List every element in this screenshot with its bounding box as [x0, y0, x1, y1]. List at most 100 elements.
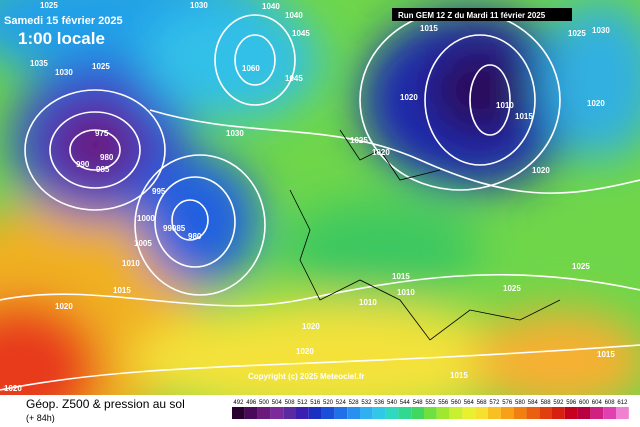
- colorbar-swatch: [590, 407, 604, 419]
- colorbar-label: 604: [592, 400, 603, 406]
- colorbar-label: 572: [489, 400, 500, 406]
- colorbar-swatch: [283, 407, 296, 419]
- colorbar-label: 544: [400, 400, 411, 406]
- colorbar-label: 504: [272, 400, 283, 406]
- isobar-label: 1025: [568, 29, 586, 38]
- colorbar-label: 608: [605, 400, 616, 406]
- isobar-label: 1025: [40, 1, 58, 10]
- colorbar-swatch: [360, 407, 373, 419]
- colorbar-label: 576: [502, 400, 513, 406]
- isobar-label: 1020: [4, 384, 22, 393]
- isobar-label: 1025: [92, 62, 110, 71]
- colorbar-swatch: [270, 407, 284, 419]
- colorbar-swatch: [577, 407, 591, 419]
- isobar-label: 980: [100, 153, 114, 162]
- colorbar-swatch: [257, 407, 271, 419]
- colorbar-swatch: [526, 407, 540, 419]
- colorbar-swatch: [232, 407, 245, 419]
- colorbar-swatch: [449, 407, 463, 419]
- isobar-label: 1020: [532, 166, 550, 175]
- isobar-label: 980: [188, 232, 202, 241]
- footer-title: Géop. Z500 & pression au sol: [26, 397, 185, 411]
- isobar-label: 1015: [113, 286, 131, 295]
- isobar-label: 1015: [420, 24, 438, 33]
- colorbar-label: 532: [361, 400, 372, 406]
- colorbar-swatch: [462, 407, 476, 419]
- run-box: [392, 8, 572, 21]
- isobar-label: 1025: [350, 136, 368, 145]
- colorbar-label: 500: [259, 400, 270, 406]
- isobar-label: 1045: [292, 29, 310, 38]
- colorbar-swatch: [398, 407, 412, 419]
- isobar-label: 1030: [592, 26, 610, 35]
- colorbar-label: 564: [464, 400, 475, 406]
- colorbar-swatch: [424, 407, 437, 419]
- isobar-label: 1010: [122, 259, 140, 268]
- colorbar-swatch: [296, 407, 309, 419]
- colorbar-swatch: [411, 407, 424, 419]
- isobar-label: 990: [76, 160, 90, 169]
- isobar-label: 1010: [397, 288, 415, 297]
- isobar-label: 1030: [226, 129, 244, 138]
- isobar-label: 1035: [30, 59, 48, 68]
- colorbar-swatch: [244, 407, 258, 419]
- isobar-label: 1020: [587, 99, 605, 108]
- colorbar-swatch: [552, 407, 565, 419]
- isobar-label: 1015: [392, 272, 410, 281]
- colorbar-swatch: [334, 407, 348, 419]
- colorbar-swatch: [308, 407, 322, 419]
- colorbar-swatch: [475, 407, 488, 419]
- isobar-label: 975: [95, 129, 109, 138]
- colorbar-swatch: [372, 407, 386, 419]
- isobar-label: 985: [96, 165, 110, 174]
- colorbar-swatch: [513, 407, 527, 419]
- isobar-label: 1025: [503, 284, 521, 293]
- isobar-label: 1030: [55, 68, 73, 77]
- colorbar-swatch: [321, 407, 335, 419]
- colorbar-label: 516: [310, 400, 321, 406]
- colorbar-swatch: [488, 407, 501, 419]
- colorbar-label: 528: [349, 400, 360, 406]
- isobar-label: 1020: [302, 322, 320, 331]
- colorbar-label: 492: [233, 400, 244, 406]
- colorbar-swatch: [603, 407, 616, 419]
- colorbar-swatch: [616, 407, 629, 419]
- isobar-label: 1010: [359, 298, 377, 307]
- colorbar-label: 612: [617, 400, 628, 406]
- footer-lead: (+ 84h): [26, 413, 55, 423]
- colorbar-swatch: [347, 407, 360, 419]
- isobar-label: 1020: [55, 302, 73, 311]
- colorbar-label: 584: [528, 400, 539, 406]
- isobar-label: 99085: [163, 224, 186, 233]
- colorbar-label: 552: [425, 400, 436, 406]
- isobar-label: 1045: [285, 74, 303, 83]
- colorbar-label: 536: [374, 400, 385, 406]
- colorbar-label: 580: [515, 400, 526, 406]
- isobar-label: 1015: [597, 350, 615, 359]
- colorbar-swatch: [500, 407, 514, 419]
- isobar-label: 1040: [285, 11, 303, 20]
- colorbar-swatch: [564, 407, 578, 419]
- isobar-label: 1010: [496, 101, 514, 110]
- copyright: Copyright (c) 2025 Meteociel.fr: [248, 372, 364, 381]
- isobar-label: 1015: [515, 112, 533, 121]
- colorbar-swatch: [385, 407, 399, 419]
- isobar-label: 1020: [400, 93, 418, 102]
- colorbar-label: 512: [297, 400, 308, 406]
- colorbar-swatch: [436, 407, 450, 419]
- colorbar-label: 596: [566, 400, 577, 406]
- colorbar-label: 520: [323, 400, 334, 406]
- colorbar-label: 556: [438, 400, 449, 406]
- isobar-label: 1025: [572, 262, 590, 271]
- isobar-label: 1005: [134, 239, 152, 248]
- time: 1:00 locale: [18, 29, 105, 48]
- colorbar-swatch: [539, 407, 552, 419]
- isobar-label: 1015: [450, 371, 468, 380]
- colorbar-label: 508: [285, 400, 296, 406]
- isobar-label: 1020: [296, 347, 314, 356]
- colorbar-label: 560: [451, 400, 462, 406]
- run: Run GEM 12 Z du Mardi 11 février 2025: [398, 11, 546, 20]
- colorbar-label: 568: [477, 400, 488, 406]
